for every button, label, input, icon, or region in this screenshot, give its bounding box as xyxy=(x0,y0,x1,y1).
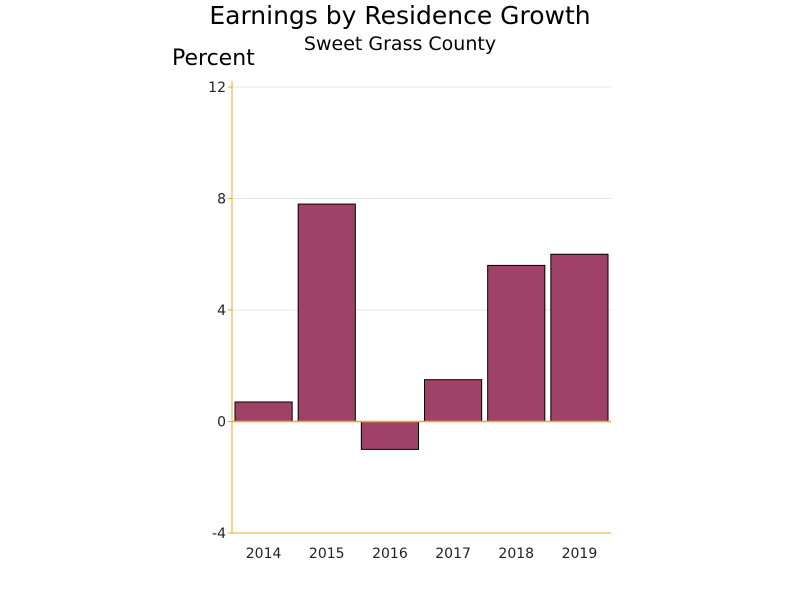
y-tick-label: 0 xyxy=(217,415,226,431)
y-tick-label: 12 xyxy=(208,80,226,96)
bar-2017 xyxy=(424,379,483,422)
x-tick-label: 2015 xyxy=(309,546,345,562)
x-tick-label: 2019 xyxy=(562,546,598,562)
chart-title: Earnings by Residence Growth xyxy=(209,1,591,30)
x-tick-label: 2014 xyxy=(246,546,282,562)
y-tick-label: 4 xyxy=(217,303,226,319)
x-tick-label: 2017 xyxy=(435,546,471,562)
y-tick-label: -4 xyxy=(212,526,226,542)
chart-subtitle: Sweet Grass County xyxy=(303,33,497,55)
bar-2018 xyxy=(487,264,546,422)
y-axis-label: Percent xyxy=(172,46,255,71)
x-tick-label: 2018 xyxy=(498,546,534,562)
bar-2019 xyxy=(550,253,609,422)
bar-2014 xyxy=(234,401,293,422)
y-tick-label: 8 xyxy=(217,192,226,208)
bar-2016 xyxy=(360,421,420,450)
x-tick-label: 2016 xyxy=(372,546,408,562)
bar-2015 xyxy=(297,203,356,422)
